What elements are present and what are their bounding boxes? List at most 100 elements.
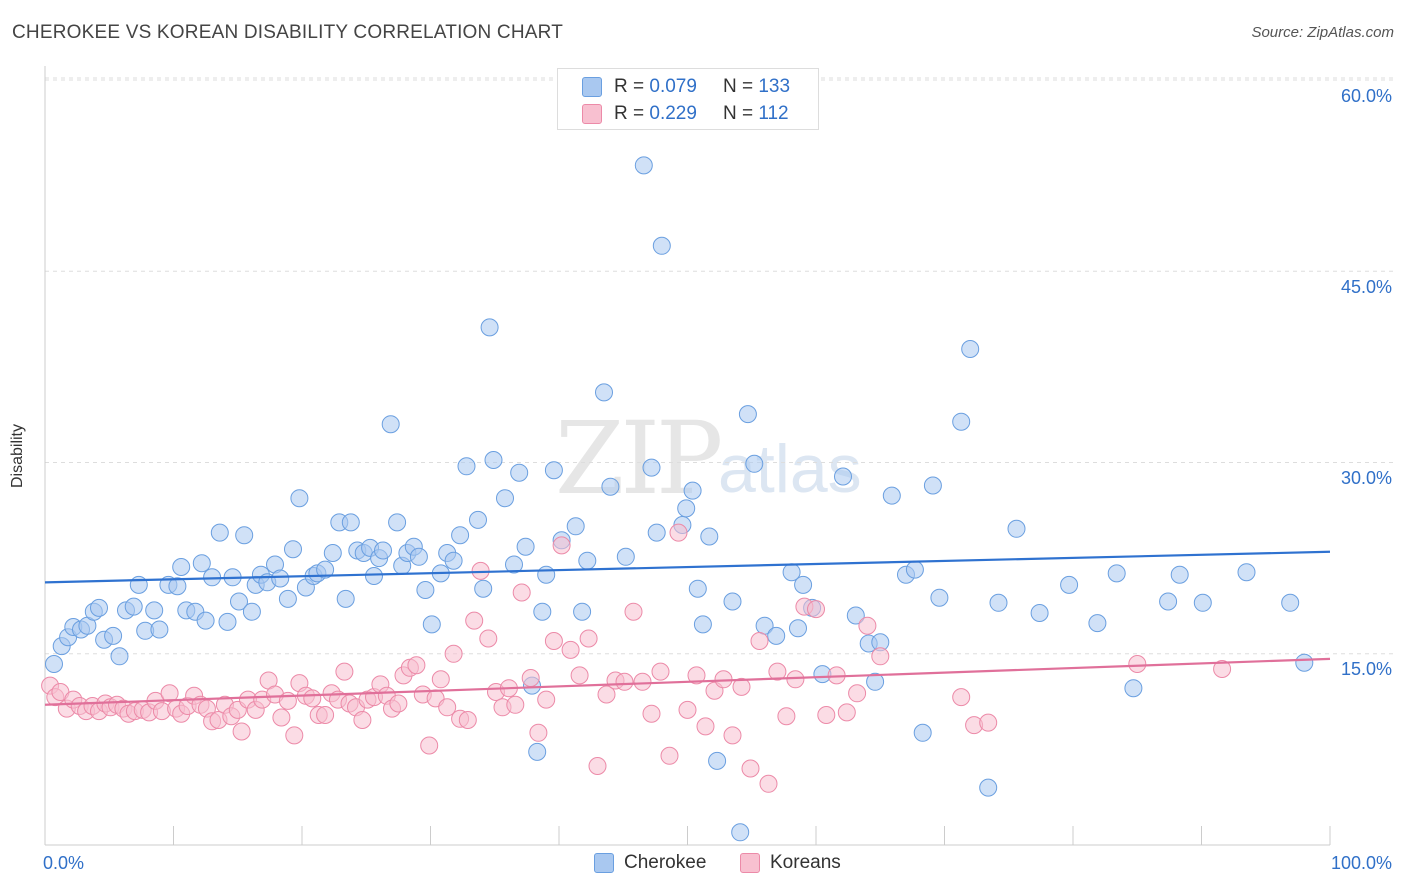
point-cherokee xyxy=(1060,575,1079,594)
legend-r-label: R = xyxy=(614,103,645,124)
point-cherokee xyxy=(693,615,712,634)
point-cherokee xyxy=(451,526,470,545)
bottom-legend-label-cherokee: Cherokee xyxy=(624,852,707,873)
point-cherokee xyxy=(416,581,435,599)
point-koreans xyxy=(521,669,540,687)
trend-line-koreans xyxy=(44,657,1331,706)
legend-swatch-koreans xyxy=(582,104,602,124)
point-koreans xyxy=(660,746,679,765)
point-koreans xyxy=(537,690,556,709)
legend-n-label: N = xyxy=(722,76,754,97)
point-cherokee xyxy=(767,626,786,645)
point-cherokee xyxy=(90,598,108,617)
point-koreans xyxy=(389,694,408,713)
point-koreans xyxy=(732,677,751,696)
y-tick-label-15: 15.0% xyxy=(1340,659,1392,679)
point-koreans xyxy=(303,689,322,708)
point-koreans xyxy=(465,611,484,630)
point-koreans xyxy=(570,666,589,685)
point-koreans xyxy=(431,670,450,689)
point-cherokee xyxy=(794,575,813,594)
point-cherokee xyxy=(284,540,302,559)
point-cherokee xyxy=(989,593,1008,612)
point-koreans xyxy=(506,695,525,714)
point-cherokee xyxy=(677,499,696,518)
point-koreans xyxy=(561,640,580,659)
x-tick-label-max: 100.0% xyxy=(1330,853,1392,873)
point-cherokee xyxy=(505,555,523,574)
legend-row-koreans: R = 0.229 N = 112 xyxy=(582,102,789,126)
point-cherokee xyxy=(683,481,702,500)
point-koreans xyxy=(458,711,477,729)
point-cherokee xyxy=(595,383,613,402)
point-cherokee xyxy=(45,655,63,673)
point-cherokee xyxy=(145,601,164,620)
point-koreans xyxy=(160,684,179,703)
point-cherokee xyxy=(150,620,169,639)
point-cherokee xyxy=(124,597,143,616)
point-koreans xyxy=(750,632,769,650)
point-cherokee xyxy=(723,592,742,611)
legend-n-value: 112 xyxy=(758,103,789,124)
point-koreans xyxy=(316,706,335,724)
point-cherokee xyxy=(218,612,237,631)
point-cherokee xyxy=(652,236,671,255)
point-koreans xyxy=(420,736,439,755)
point-koreans xyxy=(552,536,571,555)
point-koreans xyxy=(633,672,652,691)
point-cherokee xyxy=(381,415,400,434)
point-cherokee xyxy=(528,742,547,761)
point-cherokee xyxy=(242,602,261,621)
point-koreans xyxy=(444,644,463,663)
point-koreans xyxy=(285,726,304,745)
point-cherokee xyxy=(196,611,215,630)
point-cherokee xyxy=(1170,565,1189,584)
y-tick-label-45: 45.0% xyxy=(1340,277,1392,297)
point-cherokee xyxy=(1088,614,1107,633)
bottom-legend-label-koreans: Koreans xyxy=(770,852,841,873)
point-koreans xyxy=(858,616,877,635)
point-koreans xyxy=(687,666,706,685)
point-koreans xyxy=(768,662,787,681)
point-cherokee xyxy=(930,588,949,607)
point-koreans xyxy=(438,698,457,717)
point-cherokee xyxy=(1159,592,1178,611)
point-koreans xyxy=(723,726,742,745)
point-cherokee xyxy=(172,558,191,576)
y-tick-label-30: 30.0% xyxy=(1340,468,1392,488)
point-koreans xyxy=(529,723,548,742)
point-cherokee xyxy=(365,567,383,585)
point-cherokee xyxy=(578,551,597,570)
point-koreans xyxy=(407,656,426,675)
point-koreans xyxy=(353,711,372,729)
point-cherokee xyxy=(510,463,529,482)
point-cherokee xyxy=(634,156,653,175)
legend-r-label: R = xyxy=(614,76,645,97)
point-koreans xyxy=(979,713,998,732)
point-koreans xyxy=(837,703,856,722)
point-cherokee xyxy=(323,544,342,562)
x-tick-label-min: 0.0% xyxy=(43,853,85,873)
point-cherokee xyxy=(374,541,392,560)
point-cherokee xyxy=(104,626,123,645)
point-cherokee xyxy=(341,513,360,532)
point-cherokee xyxy=(1107,564,1126,583)
point-cherokee xyxy=(979,778,998,797)
point-cherokee xyxy=(866,672,885,691)
point-cherokee xyxy=(601,477,620,496)
point-cherokee xyxy=(616,547,635,566)
point-cherokee xyxy=(110,647,129,666)
point-cherokee xyxy=(336,589,355,608)
point-cherokee xyxy=(235,526,254,545)
point-cherokee xyxy=(316,560,335,579)
point-cherokee xyxy=(952,412,971,431)
point-koreans xyxy=(777,707,796,726)
point-cherokee xyxy=(1124,679,1143,698)
point-cherokee xyxy=(745,454,764,473)
point-koreans xyxy=(807,600,825,619)
point-koreans xyxy=(624,602,643,621)
point-cherokee xyxy=(642,458,661,477)
bottom-legend-swatch-cherokee xyxy=(594,853,614,873)
point-koreans xyxy=(579,629,598,648)
